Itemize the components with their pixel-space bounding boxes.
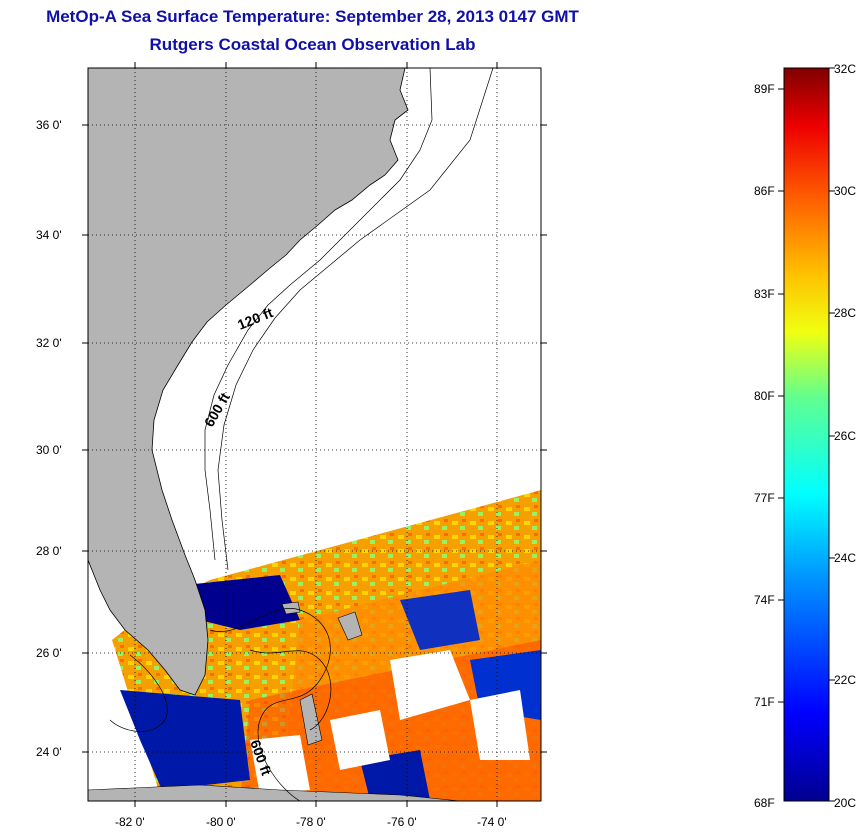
colorbar-label-86f: 86F bbox=[754, 184, 775, 198]
colorbar-label-77f: 77F bbox=[754, 491, 775, 505]
lat-label-28: 28 0' bbox=[36, 544, 62, 558]
map-title: MetOp-A Sea Surface Temperature: Septemb… bbox=[46, 7, 579, 26]
bathymetry-contours bbox=[109, 68, 494, 801]
lat-label-32: 32 0' bbox=[36, 336, 62, 350]
colorbar-label-26c: 26C bbox=[834, 429, 857, 443]
colorbar-label-89f: 89F bbox=[754, 82, 775, 96]
colorbar-label-71f: 71F bbox=[754, 695, 775, 709]
lat-label-24: 24 0' bbox=[36, 745, 62, 759]
colorbar-label-32c: 32C bbox=[834, 62, 857, 76]
lon-label-80: -80 0' bbox=[206, 815, 236, 829]
colorbar-label-83f: 83F bbox=[754, 287, 775, 301]
colorbar-label-28c: 28C bbox=[834, 306, 857, 320]
lon-label-74: -74 0' bbox=[477, 815, 507, 829]
sst-swath bbox=[112, 490, 541, 801]
colorbar-label-22c: 22C bbox=[834, 673, 857, 687]
lat-label-26: 26 0' bbox=[36, 646, 62, 660]
colorbar-label-74f: 74F bbox=[754, 593, 775, 607]
lon-label-82: -82 0' bbox=[115, 815, 145, 829]
colorbar bbox=[783, 67, 830, 802]
bahamas-land bbox=[281, 601, 363, 746]
colorbar-label-24c: 24C bbox=[834, 551, 857, 565]
cuba-land bbox=[88, 784, 461, 801]
us-land bbox=[88, 68, 409, 696]
map-frame bbox=[87, 67, 542, 802]
colorbar-label-30c: 30C bbox=[834, 184, 857, 198]
lat-label-30: 30 0' bbox=[36, 443, 62, 457]
colorbar-label-80f: 80F bbox=[754, 389, 775, 403]
colorbar-ticks bbox=[778, 67, 835, 802]
lat-label-36: 36 0' bbox=[36, 118, 62, 132]
map-subtitle: Rutgers Coastal Ocean Observation Lab bbox=[149, 35, 476, 54]
lon-label-78: -78 0' bbox=[296, 815, 326, 829]
lon-label-76: -76 0' bbox=[387, 815, 417, 829]
lat-label-34: 34 0' bbox=[36, 228, 62, 242]
colorbar-label-20c: 20C bbox=[834, 796, 857, 810]
colorbar-label-68f: 68F bbox=[754, 796, 775, 810]
axis-ticks bbox=[82, 62, 547, 807]
